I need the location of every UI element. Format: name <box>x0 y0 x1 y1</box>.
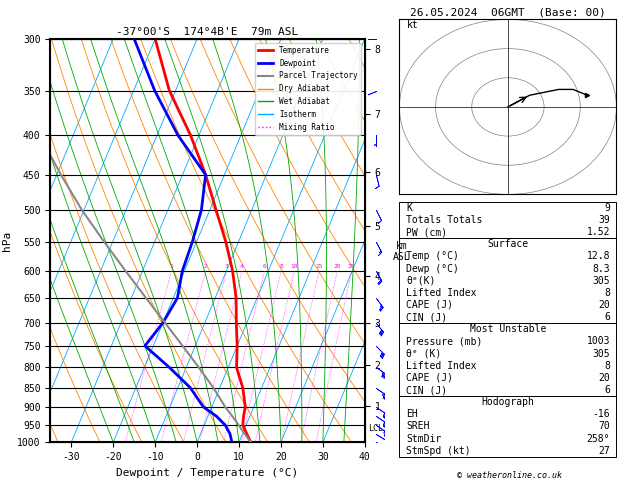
Y-axis label: hPa: hPa <box>1 230 11 251</box>
Y-axis label: km
ASL: km ASL <box>392 241 410 262</box>
Text: CIN (J): CIN (J) <box>406 385 447 395</box>
Title: 26.05.2024  06GMT  (Base: 00): 26.05.2024 06GMT (Base: 00) <box>410 7 606 17</box>
Text: 8: 8 <box>279 264 283 269</box>
Text: LCL: LCL <box>368 424 383 433</box>
Text: 27: 27 <box>598 446 610 456</box>
Text: 15: 15 <box>315 264 323 269</box>
Text: Most Unstable: Most Unstable <box>470 324 546 334</box>
Text: Pressure (mb): Pressure (mb) <box>406 336 482 347</box>
Text: 1: 1 <box>170 264 174 269</box>
Text: 20: 20 <box>598 373 610 383</box>
Text: Temp (°C): Temp (°C) <box>406 251 459 261</box>
Text: 39: 39 <box>598 215 610 225</box>
Text: 8: 8 <box>604 288 610 298</box>
Text: 20: 20 <box>598 300 610 310</box>
Text: 1003: 1003 <box>586 336 610 347</box>
Text: 6: 6 <box>263 264 267 269</box>
Text: 10: 10 <box>291 264 298 269</box>
Text: PW (cm): PW (cm) <box>406 227 447 237</box>
Text: K: K <box>406 203 412 213</box>
Text: Lifted Index: Lifted Index <box>406 288 476 298</box>
Text: 70: 70 <box>598 421 610 432</box>
Title: -37°00'S  174°4B'E  79m ASL: -37°00'S 174°4B'E 79m ASL <box>116 27 299 37</box>
Text: CAPE (J): CAPE (J) <box>406 373 453 383</box>
Text: 305: 305 <box>593 348 610 359</box>
Text: 25: 25 <box>348 264 355 269</box>
Text: 8: 8 <box>604 361 610 371</box>
Text: SREH: SREH <box>406 421 430 432</box>
Text: -16: -16 <box>593 409 610 419</box>
Text: 3: 3 <box>225 264 228 269</box>
Text: θᵉ(K): θᵉ(K) <box>406 276 435 286</box>
Text: 305: 305 <box>593 276 610 286</box>
Text: 9: 9 <box>604 203 610 213</box>
Text: Hodograph: Hodograph <box>481 397 535 407</box>
Text: 6: 6 <box>604 312 610 322</box>
Text: θᵉ (K): θᵉ (K) <box>406 348 441 359</box>
Text: © weatheronline.co.uk: © weatheronline.co.uk <box>457 471 562 480</box>
Text: 20: 20 <box>333 264 341 269</box>
Text: 8.3: 8.3 <box>593 263 610 274</box>
Text: 2: 2 <box>204 264 208 269</box>
Text: Lifted Index: Lifted Index <box>406 361 476 371</box>
Text: 12.8: 12.8 <box>586 251 610 261</box>
Text: 4: 4 <box>240 264 244 269</box>
Text: kt: kt <box>407 20 418 30</box>
Text: StmDir: StmDir <box>406 434 441 444</box>
Text: CIN (J): CIN (J) <box>406 312 447 322</box>
Text: EH: EH <box>406 409 418 419</box>
Text: 6: 6 <box>604 385 610 395</box>
Text: CAPE (J): CAPE (J) <box>406 300 453 310</box>
Text: Totals Totals: Totals Totals <box>406 215 482 225</box>
Legend: Temperature, Dewpoint, Parcel Trajectory, Dry Adiabat, Wet Adiabat, Isotherm, Mi: Temperature, Dewpoint, Parcel Trajectory… <box>255 43 361 135</box>
Text: Surface: Surface <box>487 239 528 249</box>
X-axis label: Dewpoint / Temperature (°C): Dewpoint / Temperature (°C) <box>116 468 299 478</box>
Text: StmSpd (kt): StmSpd (kt) <box>406 446 470 456</box>
Text: 1.52: 1.52 <box>586 227 610 237</box>
Text: Dewp (°C): Dewp (°C) <box>406 263 459 274</box>
Text: 258°: 258° <box>586 434 610 444</box>
